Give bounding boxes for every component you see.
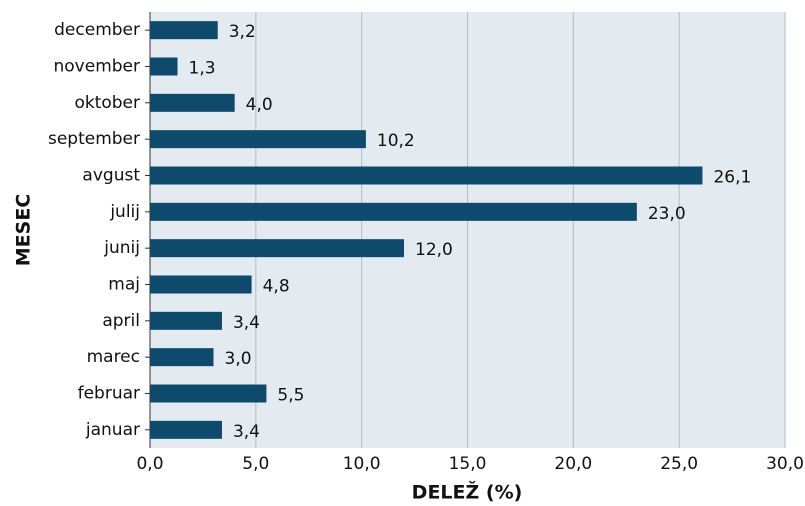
x-axis-title: DELEŽ (%)	[412, 481, 523, 504]
bar	[150, 57, 178, 76]
value-label: 23,0	[648, 204, 686, 224]
value-label: 1,3	[189, 59, 216, 79]
bar	[150, 311, 222, 330]
y-tick-label: april	[102, 311, 140, 331]
y-tick-label: februar	[78, 384, 140, 404]
bar	[150, 202, 637, 221]
y-tick-label: december	[54, 20, 140, 40]
y-axis-title: MESEC	[13, 194, 35, 267]
bar	[150, 384, 267, 403]
value-label: 3,2	[229, 22, 256, 42]
y-tick-label: marec	[87, 347, 140, 367]
value-label: 10,2	[377, 131, 415, 151]
y-tick-label: oktober	[74, 93, 140, 113]
value-label: 26,1	[713, 168, 751, 188]
x-tick-label: 25,0	[660, 454, 698, 474]
value-label: 3,4	[233, 422, 260, 442]
x-tick-label: 0,0	[136, 454, 163, 474]
value-label: 3,4	[233, 313, 260, 333]
value-label: 3,0	[225, 349, 252, 369]
x-tick-label: 5,0	[242, 454, 269, 474]
x-tick-label: 20,0	[554, 454, 592, 474]
value-label: 5,5	[277, 386, 304, 406]
bar	[150, 93, 235, 112]
value-label: 4,8	[263, 277, 290, 297]
y-tick-label: junij	[103, 238, 140, 258]
y-tick-label: julij	[109, 202, 140, 222]
bar	[150, 21, 218, 40]
value-label: 12,0	[415, 240, 453, 260]
y-tick-label: september	[48, 129, 140, 149]
bar	[150, 130, 366, 149]
x-tick-label: 30,0	[766, 454, 804, 474]
x-tick-label: 15,0	[449, 454, 487, 474]
value-label: 4,0	[246, 95, 273, 115]
y-tick-label: januar	[85, 420, 140, 440]
x-tick-label: 10,0	[343, 454, 381, 474]
bar	[150, 166, 703, 185]
y-tick-label: november	[54, 57, 141, 77]
y-tick-label: avgust	[82, 166, 140, 186]
bar	[150, 275, 252, 294]
bar	[150, 420, 222, 439]
bar	[150, 239, 404, 258]
y-tick-label: maj	[108, 275, 140, 295]
bar	[150, 348, 214, 367]
